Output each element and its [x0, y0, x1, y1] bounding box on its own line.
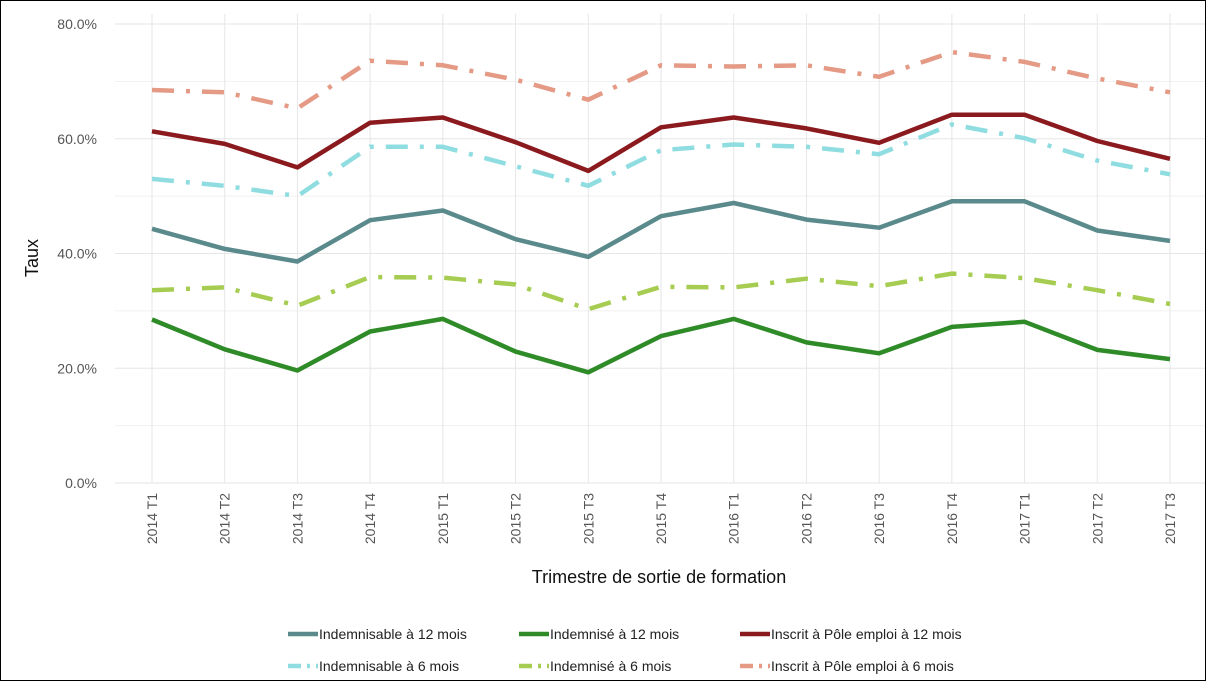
grid-lines — [115, 14, 1205, 484]
legend-label: Indemnisé à 6 mois — [550, 658, 671, 674]
series-line — [151, 49, 1171, 111]
legend-label: Indemnisé à 12 mois — [550, 626, 679, 642]
y-tick-label: 80.0% — [57, 16, 97, 32]
series-lines — [151, 49, 1171, 375]
series-line — [151, 122, 1171, 199]
x-tick-label: 2016 T2 — [798, 493, 814, 544]
series-line — [151, 316, 1171, 375]
legend-label: Indemnisable à 6 mois — [319, 658, 459, 674]
legend-label: Indemnisable à 12 mois — [319, 626, 467, 642]
x-tick-label: 2017 T3 — [1162, 493, 1178, 544]
y-tick-labels: 0.0% 20.0% 40.0% 60.0% 80.0% — [57, 16, 97, 491]
x-tick-label: 2014 T3 — [289, 493, 305, 544]
y-axis-title: Taux — [22, 239, 42, 277]
x-tick-label: 2015 T4 — [653, 493, 669, 544]
x-tick-label: 2017 T1 — [1017, 493, 1033, 544]
x-tick-label: 2017 T2 — [1089, 493, 1105, 544]
x-tick-label: 2015 T2 — [508, 493, 524, 544]
y-tick-label: 0.0% — [65, 475, 97, 491]
series-line — [151, 271, 1171, 312]
x-tick-label: 2015 T1 — [435, 493, 451, 544]
legend-label: Inscrit à Pôle emploi à 12 mois — [771, 626, 962, 642]
x-tick-label: 2014 T4 — [362, 493, 378, 544]
y-tick-label: 60.0% — [57, 131, 97, 147]
legend: Indemnisable à 12 mois Indemnisé à 12 moi… — [288, 626, 962, 674]
x-axis-title: Trimestre de sortie de formation — [532, 567, 786, 587]
y-tick-label: 40.0% — [57, 246, 97, 262]
x-tick-label: 2016 T4 — [944, 493, 960, 544]
x-tick-label: 2014 T1 — [144, 493, 160, 544]
x-tick-labels: 2014 T1 2014 T2 2014 T3 2014 T4 2015 T1 2015 … — [144, 493, 1178, 544]
x-tick-label: 2016 T3 — [871, 493, 887, 544]
x-tick-label: 2014 T2 — [217, 493, 233, 544]
y-tick-label: 20.0% — [57, 360, 97, 376]
legend-label: Inscrit à Pôle emploi à 6 mois — [771, 658, 954, 674]
x-tick-label: 2015 T3 — [580, 493, 596, 544]
series-line — [151, 199, 1171, 264]
series-line — [151, 112, 1171, 174]
x-tick-label: 2016 T1 — [726, 493, 742, 544]
